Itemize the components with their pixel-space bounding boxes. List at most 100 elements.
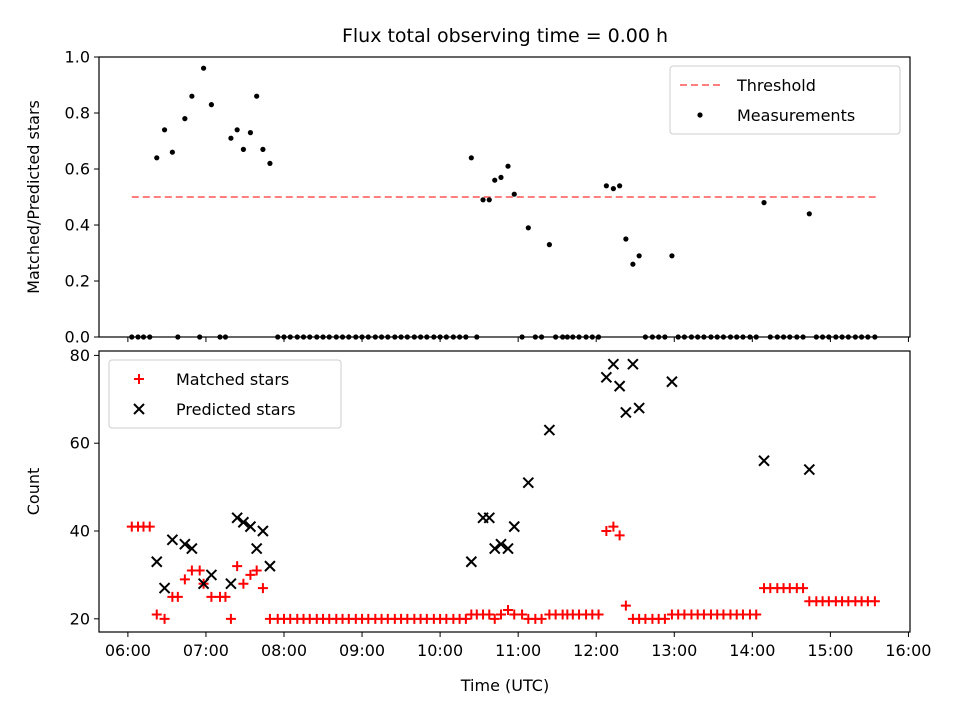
panel-matched-ratio: 0.0 0.2 0.4 0.6 0.8 1.0 Matched/Predicted star…: [24, 48, 911, 347]
data-point: [179, 538, 191, 550]
data-point: [260, 146, 266, 152]
y-tick-label: 0.6: [65, 160, 90, 179]
data-point: [194, 565, 205, 576]
data-point: [608, 521, 619, 532]
data-point: [758, 455, 770, 467]
y-tick-label: 60: [70, 434, 90, 453]
data-point: [627, 358, 639, 370]
data-point: [251, 565, 262, 576]
x-tick-label: 06:00: [105, 641, 151, 660]
data-point: [169, 149, 175, 155]
x-tick-label: 12:00: [573, 641, 619, 660]
data-point: [240, 146, 247, 152]
data-point: [666, 376, 678, 388]
data-point: [669, 253, 675, 259]
series-layer: [126, 358, 880, 624]
data-point: [247, 130, 254, 136]
legend-swatch: [133, 403, 145, 415]
data-point: [505, 163, 511, 169]
data-point: [489, 542, 501, 555]
data-point: [151, 556, 163, 568]
x-tick-label: 09:00: [339, 641, 385, 660]
x-tick-label: 16:00: [885, 641, 931, 660]
data-point: [232, 561, 243, 572]
data-point: [484, 609, 495, 620]
x-axis-label: Time (UTC): [460, 676, 549, 695]
data-point: [492, 177, 498, 183]
data-point: [543, 424, 556, 436]
data-point: [225, 577, 237, 590]
data-point: [601, 526, 612, 537]
data-point: [503, 605, 514, 616]
data-point: [536, 613, 547, 624]
data-point: [613, 380, 626, 392]
data-point: [751, 609, 762, 620]
series-predicted-stars: [151, 358, 816, 594]
data-point: [659, 613, 670, 624]
data-point: [234, 127, 240, 133]
data-point: [254, 93, 260, 99]
plot-frame: [98, 350, 911, 633]
data-point: [179, 574, 190, 585]
data-point: [220, 591, 231, 602]
data-point: [166, 534, 179, 546]
data-point: [245, 569, 256, 580]
data-point: [620, 600, 631, 611]
x-tick-label: 08:00: [261, 641, 307, 660]
data-point: [593, 609, 604, 620]
data-point: [200, 65, 207, 71]
data-point: [603, 183, 609, 189]
legend-swatch: [697, 112, 703, 118]
data-point: [869, 596, 880, 607]
legend-swatch: [134, 374, 144, 384]
data-point: [517, 609, 528, 620]
data-point: [617, 183, 623, 189]
data-point: [244, 520, 257, 533]
y-axis-label: Count: [24, 468, 43, 516]
panel-count: 20 40 60 80 06:00 07:00 08:00 09:00 10:00 11:00 12…: [24, 346, 931, 660]
data-point: [495, 538, 507, 550]
y-tick-label: 40: [70, 522, 90, 541]
data-point: [522, 477, 535, 489]
y-tick-label: 0.0: [65, 328, 90, 347]
data-point: [489, 613, 500, 624]
data-point: [620, 406, 632, 419]
data-point: [614, 530, 625, 541]
data-point: [182, 116, 188, 122]
data-point: [806, 211, 812, 217]
data-point: [483, 512, 495, 524]
data-point: [231, 512, 243, 524]
legend-label: Matched stars: [176, 370, 289, 389]
data-point: [159, 613, 170, 624]
data-point: [206, 591, 217, 602]
data-point: [546, 242, 552, 248]
data-point: [186, 542, 198, 555]
legend: Matched stars Predicted stars: [108, 359, 342, 429]
data-point: [798, 583, 809, 594]
data-point: [610, 186, 616, 192]
y-tick-label: 0.4: [65, 216, 90, 235]
series-matched-stars: [126, 521, 880, 624]
data-point: [257, 583, 268, 594]
data-point: [460, 613, 471, 624]
x-tick-label: 15:00: [807, 641, 853, 660]
data-point: [508, 520, 520, 533]
legend-label: Predicted stars: [176, 400, 296, 419]
data-point: [154, 155, 160, 161]
data-point: [158, 582, 171, 594]
data-point: [525, 225, 531, 231]
data-point: [208, 102, 215, 108]
data-point: [267, 160, 273, 166]
y-axis-label: Matched/Predicted stars: [24, 100, 43, 294]
x-tick-label: 14:00: [729, 641, 775, 660]
data-point: [633, 402, 645, 414]
data-point: [238, 578, 249, 589]
data-point: [600, 371, 613, 384]
data-point: [172, 591, 183, 602]
data-point: [264, 560, 276, 572]
y-tick-label: 1.0: [65, 48, 90, 67]
data-point: [498, 174, 504, 180]
data-point: [465, 556, 478, 568]
data-point: [228, 135, 234, 141]
